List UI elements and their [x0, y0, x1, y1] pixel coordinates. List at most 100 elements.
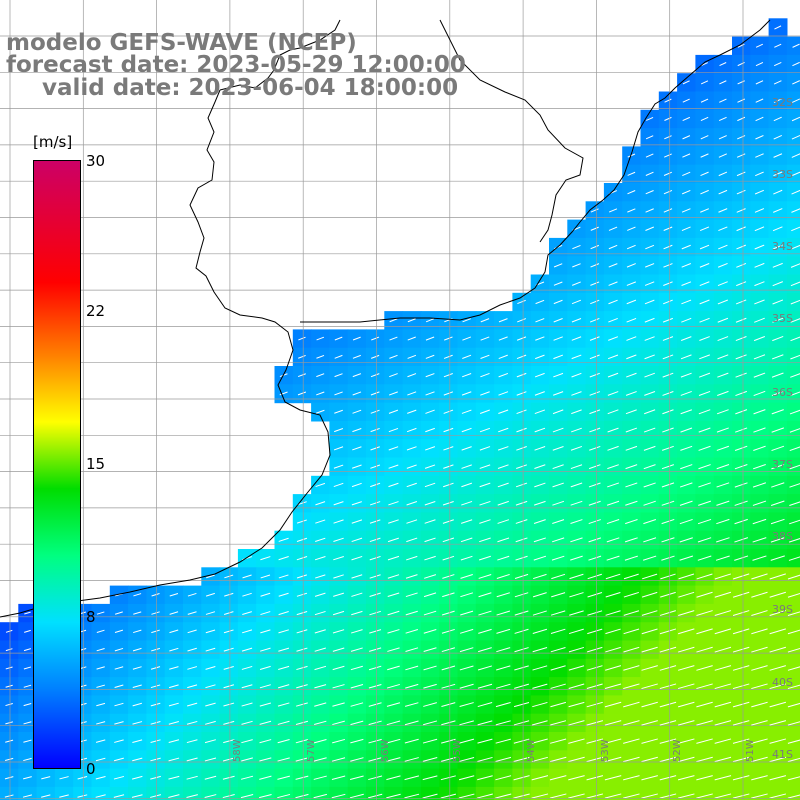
wind-arrow [571, 372, 582, 378]
wind-arrow [314, 629, 326, 634]
wind-arrow [423, 628, 437, 634]
wind-arrow [701, 62, 709, 67]
wind-arrow [424, 555, 436, 561]
wind-arrow [95, 794, 106, 798]
wind-arrow [314, 720, 327, 726]
wind-arrow [718, 226, 728, 232]
wind-arrow [298, 354, 306, 359]
wind-cell [786, 475, 800, 495]
wind-arrow [462, 354, 472, 359]
wind-arrow [186, 757, 198, 762]
wind-arrow [734, 555, 749, 561]
wind-arrow [608, 336, 619, 341]
wind-arrow [461, 409, 472, 414]
wind-arrow [607, 391, 619, 396]
wind-arrow [644, 299, 655, 305]
wind-arrow [443, 446, 454, 451]
wind-arrow [531, 756, 548, 763]
wind-arrow [791, 134, 800, 140]
wind-arrow [480, 336, 490, 341]
wind-arrow [753, 464, 766, 470]
wind-arrow [623, 756, 640, 763]
wind-arrow [514, 683, 530, 689]
wind-arrow [241, 702, 253, 707]
wind-arrow [604, 793, 622, 799]
wind-arrow [645, 171, 654, 176]
wind-arrow [23, 757, 32, 762]
wind-cell [786, 494, 800, 513]
wind-arrow [570, 482, 583, 488]
wind-arrow [296, 684, 308, 689]
wind-arrow [680, 354, 692, 360]
wind-arrow [679, 518, 693, 525]
wind-arrow [295, 757, 309, 762]
wind-arrow [479, 537, 491, 543]
wind-arrow [315, 409, 325, 414]
wind-arrow [513, 793, 530, 799]
wind-arrow [205, 592, 215, 597]
wind-arrow [551, 592, 566, 598]
wind-arrow [734, 464, 748, 470]
colorbar-tick: 8 [86, 608, 96, 626]
wind-arrow [407, 318, 416, 323]
wind-arrow [497, 555, 510, 561]
wind-arrow [696, 775, 713, 781]
wind-arrow [277, 775, 290, 780]
wind-arrow [241, 647, 253, 652]
wind-arrow [5, 629, 13, 633]
wind-arrow [462, 318, 471, 323]
wind-arrow [114, 666, 124, 670]
wind-arrow [497, 519, 510, 524]
wind-arrow [477, 775, 493, 781]
wind-arrow [387, 555, 400, 561]
wind-arrow [441, 683, 456, 689]
wind-arrow [459, 720, 474, 726]
wind-arrow [204, 775, 217, 780]
wind-cell [786, 36, 800, 56]
wind-arrow [735, 372, 747, 378]
wind-arrow [732, 775, 750, 781]
wind-arrow [626, 281, 637, 286]
wind-arrow [623, 720, 640, 726]
wind-arrow [517, 318, 527, 323]
wind-arrow [187, 592, 197, 597]
wind-arrow [572, 244, 581, 250]
wind-arrow [550, 683, 566, 689]
wind-arrow [698, 445, 711, 451]
wind-arrow [114, 611, 123, 615]
wind-arrow [663, 244, 673, 250]
wind-arrow [441, 702, 456, 707]
wind-arrow [623, 628, 640, 635]
wind-arrow [96, 648, 105, 652]
wind-arrow [369, 629, 382, 634]
wind-arrow [589, 427, 601, 433]
wind-arrow [260, 592, 271, 597]
wind-arrow [351, 610, 363, 616]
wind-arrow [664, 98, 672, 103]
wind-arrow [625, 391, 637, 396]
wind-arrow [735, 299, 747, 305]
wind-arrow [389, 373, 398, 378]
wind-arrow [295, 720, 309, 725]
wind-arrow [387, 665, 400, 671]
wind-arrow [677, 756, 695, 763]
colorbar-unit: [m/s] [33, 133, 73, 151]
wind-arrow [681, 189, 691, 195]
wind-arrow [552, 409, 564, 415]
wind-arrow [659, 646, 677, 653]
wind-arrow [423, 702, 437, 707]
wind-arrow [662, 427, 674, 433]
wind-arrow [423, 610, 437, 616]
wind-arrow [425, 391, 435, 396]
wind-arrow [278, 611, 289, 616]
wind-arrow [659, 738, 677, 744]
wind-arrow [642, 555, 657, 561]
wind-arrow [388, 391, 398, 396]
wind-arrow [386, 775, 401, 781]
wind-arrow [699, 281, 710, 287]
wind-arrow [516, 464, 528, 469]
wind-arrow [679, 555, 694, 561]
wind-arrow [773, 116, 782, 122]
wind-arrow [461, 446, 472, 451]
